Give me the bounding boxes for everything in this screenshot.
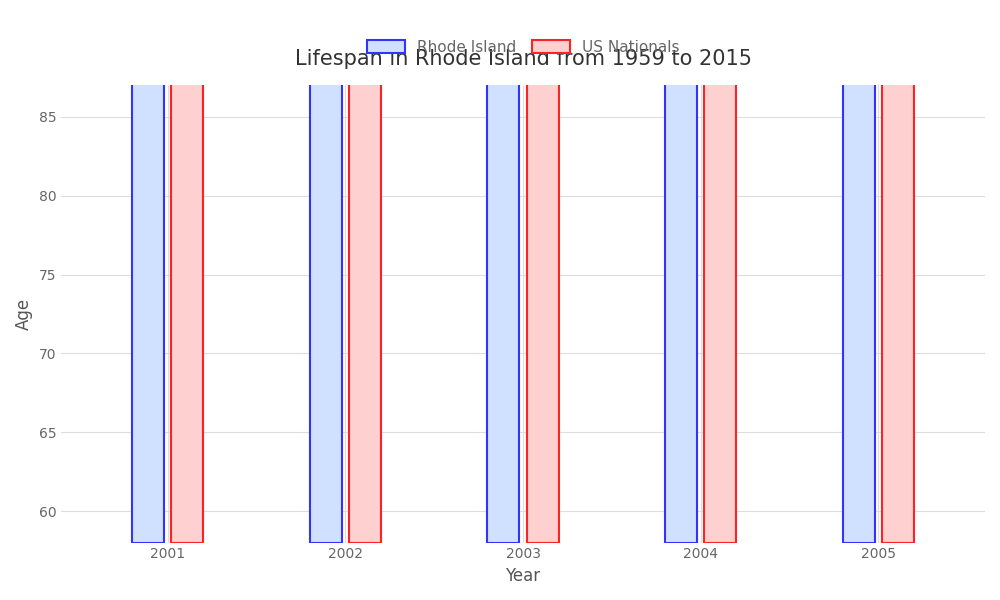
X-axis label: Year: Year [505, 567, 541, 585]
Bar [882, 0, 914, 542]
Title: Lifespan in Rhode Island from 1959 to 2015: Lifespan in Rhode Island from 1959 to 20… [295, 49, 752, 68]
Bar [527, 0, 559, 542]
Bar [487, 0, 519, 542]
Bar [310, 0, 342, 542]
Bar [171, 0, 203, 542]
Bar [704, 0, 736, 542]
Y-axis label: Age: Age [15, 298, 33, 330]
Bar [349, 0, 381, 542]
Bar [665, 0, 697, 542]
Legend: Rhode Island, US Nationals: Rhode Island, US Nationals [360, 34, 686, 61]
Bar [132, 0, 164, 542]
Bar [843, 0, 875, 542]
